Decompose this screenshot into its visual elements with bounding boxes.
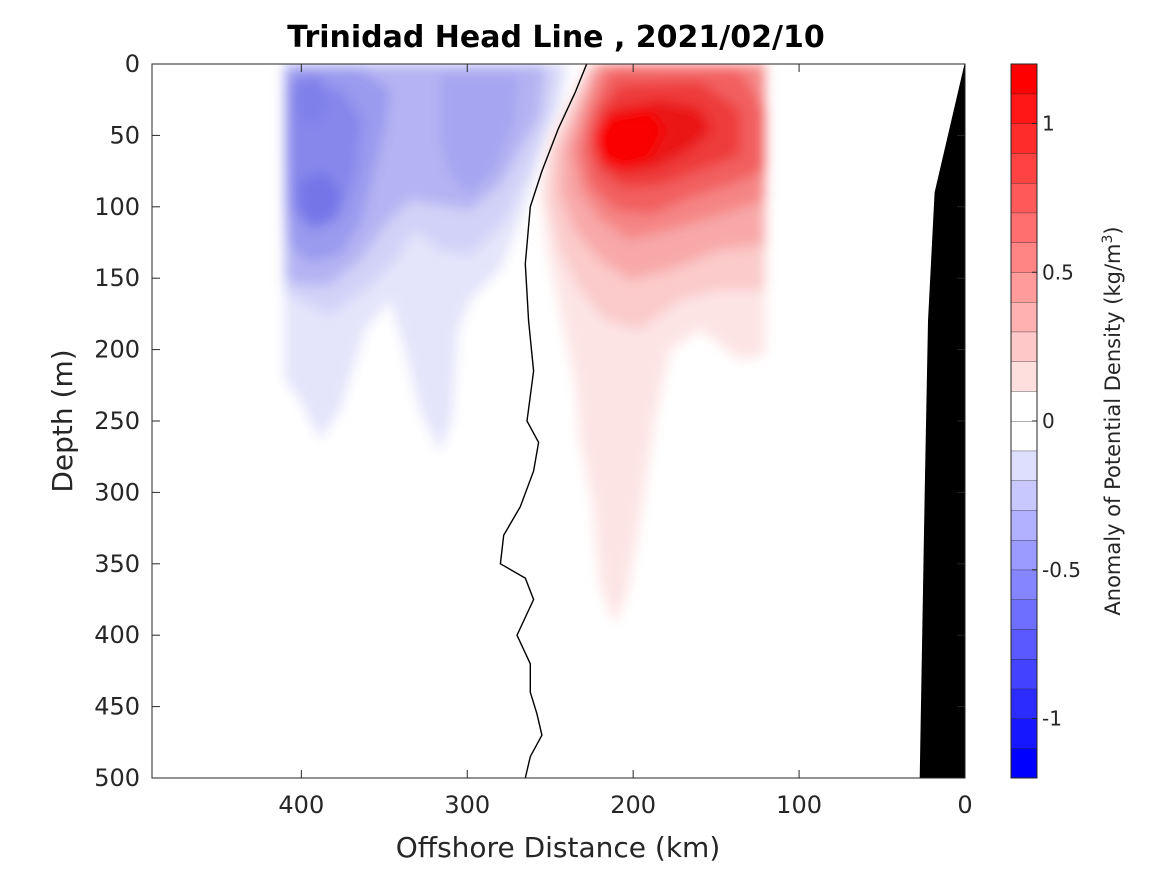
- colorbar-band: [1011, 599, 1037, 630]
- x-axis: 400 300 200 100 0: [278, 64, 973, 819]
- x-tick-label: 300: [444, 791, 490, 819]
- colorbar-band: [1011, 93, 1037, 124]
- y-tick-label: 150: [94, 264, 140, 292]
- y-tick-label: 200: [94, 336, 140, 364]
- colorbar-band: [1011, 569, 1037, 600]
- colorbar-band: [1011, 391, 1037, 421]
- colorbar-band: [1011, 64, 1037, 94]
- colorbar-title-main: Anomaly of Potential Density (kg/m: [1101, 244, 1125, 616]
- x-tick-label: 100: [776, 791, 822, 819]
- x-tick-label: 200: [610, 791, 656, 819]
- bathymetry-fill: [919, 64, 965, 778]
- colorbar-band: [1011, 480, 1037, 511]
- colorbar-tick-label: 0.5: [1042, 260, 1074, 284]
- colorbar-band: [1011, 302, 1037, 332]
- colorbar-title-sup: 3: [1100, 235, 1116, 244]
- colorbar-band: [1011, 718, 1037, 749]
- positive-level-8: [596, 110, 665, 170]
- chart-title: Trinidad Head Line , 2021/02/10: [287, 20, 824, 55]
- colorbar-band: [1011, 540, 1037, 570]
- colorbar-band: [1011, 212, 1037, 243]
- y-tick-label: 500: [94, 764, 140, 792]
- y-axis-title: Depth (m): [46, 349, 79, 492]
- colorbar-band: [1011, 331, 1037, 362]
- x-tick-label: 400: [278, 791, 324, 819]
- x-axis-title: Offshore Distance (km): [396, 831, 721, 864]
- colorbar-band: [1011, 123, 1037, 154]
- colorbar: [1011, 63, 1037, 778]
- y-tick-label: 250: [94, 407, 140, 435]
- colorbar-band: [1011, 688, 1037, 719]
- colorbar-ticks: 1 0.5 0 -0.5 -1: [1032, 112, 1081, 731]
- y-axis: 0 50 100 150 200 250 300 350 400 450 500: [94, 50, 965, 792]
- negative-level-6b: [293, 75, 330, 125]
- colorbar-tick-label: -1: [1042, 707, 1062, 731]
- zero-contour-line: [499, 64, 588, 778]
- y-tick-label: 100: [94, 193, 140, 221]
- colorbar-band: [1011, 272, 1037, 302]
- colorbar-band: [1011, 450, 1037, 481]
- y-tick-label: 300: [94, 478, 140, 506]
- colorbar-band: [1011, 361, 1037, 392]
- negative-level-6: [300, 172, 342, 228]
- y-tick-label: 0: [125, 50, 140, 78]
- negative-anomaly-region: [285, 64, 568, 452]
- colorbar-tick-label: -0.5: [1042, 558, 1081, 582]
- y-tick-label: 50: [109, 121, 140, 149]
- colorbar-band: [1011, 510, 1037, 540]
- colorbar-tick-label: 0: [1042, 409, 1055, 433]
- colorbar-band: [1011, 153, 1037, 183]
- contour-field: [285, 64, 965, 778]
- colorbar-band: [1011, 183, 1037, 213]
- x-tick-label: 0: [957, 791, 972, 819]
- y-tick-label: 400: [94, 621, 140, 649]
- colorbar-band: [1011, 421, 1037, 451]
- colorbar-band: [1011, 629, 1037, 659]
- colorbar-band: [1011, 659, 1037, 689]
- colorbar-title-close: ): [1101, 226, 1125, 234]
- colorbar-band: [1011, 748, 1037, 778]
- positive-anomaly-region: [540, 64, 765, 625]
- colorbar-band: [1011, 242, 1037, 273]
- negative-level-4b: [440, 75, 520, 195]
- y-tick-label: 350: [94, 550, 140, 578]
- colorbar-title: Anomaly of Potential Density (kg/m3): [1100, 226, 1125, 615]
- colorbar-tick-label: 1: [1042, 112, 1055, 136]
- y-tick-label: 450: [94, 693, 140, 721]
